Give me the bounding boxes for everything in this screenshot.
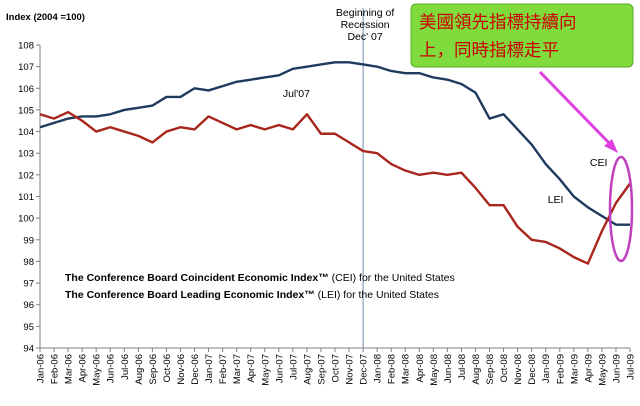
x-tick-label: Sep-07 xyxy=(316,354,327,385)
x-tick-label: Jul-06 xyxy=(120,354,131,380)
x-tick-label: Aug-08 xyxy=(471,354,482,385)
y-tick-label: 103 xyxy=(18,149,34,160)
y-tick-label: 106 xyxy=(18,84,34,95)
x-tick-label: Apr-07 xyxy=(246,354,257,383)
series-line-lei xyxy=(39,110,631,265)
x-tick-label: Mar-07 xyxy=(232,354,243,384)
x-tick-label: Apr-08 xyxy=(415,354,426,383)
callout-background xyxy=(410,3,634,68)
x-tick-label: Aug-07 xyxy=(302,354,313,385)
x-tick-label: Sep-08 xyxy=(485,354,496,385)
x-tick-label: Jul-07 xyxy=(288,354,299,380)
lei-series-label: LEI xyxy=(548,194,564,206)
y-tick-label: 108 xyxy=(18,41,34,52)
y-tick-label: 95 xyxy=(23,322,34,333)
x-tick-label: Jun-08 xyxy=(443,354,454,383)
cei-series-label: CEI xyxy=(590,157,608,169)
lei-note-bold: The Conference Board Leading Economic In… xyxy=(65,289,315,301)
x-tick-label: Apr-09 xyxy=(583,354,594,383)
x-tick-label: Jan-09 xyxy=(541,354,552,383)
x-tick-label: Jan-07 xyxy=(204,354,215,383)
recession-annotation-line: Recession xyxy=(341,19,390,31)
x-tick-labels: Jan-06 Feb-06 Mar-06 Apr-06 May-06 Jun-06 Jul-… xyxy=(36,348,637,386)
x-tick-label: Nov-07 xyxy=(345,354,356,385)
x-tick-label: May-09 xyxy=(597,354,608,386)
y-tick-label: 107 xyxy=(18,62,34,73)
x-tick-label: Feb-09 xyxy=(555,354,566,384)
x-tick-label: Jun-07 xyxy=(274,354,285,383)
x-tick-label: Sep-06 xyxy=(148,354,159,385)
cei-note-bold: The Conference Board Coincident Economic… xyxy=(65,272,329,284)
recession-annotation-line: Beginning of xyxy=(336,7,394,19)
x-tick-label: Jul-09 xyxy=(626,354,637,380)
cei-note-rest: (CEI) for the United States xyxy=(329,272,455,284)
callout-arrowhead xyxy=(604,139,618,153)
y-tick-label: 98 xyxy=(23,257,34,268)
lei-note-rest: (LEI) for the United States xyxy=(315,289,439,301)
cei-description-note: The Conference Board Coincident Economic… xyxy=(65,272,455,284)
x-tick-label: Dec-08 xyxy=(527,354,538,385)
x-tick-label: Mar-09 xyxy=(569,354,580,384)
y-tick-label: 97 xyxy=(23,279,34,290)
x-tick-label: Nov-06 xyxy=(176,354,187,385)
callout-box: 美國領先指標持續向 上，同時指標走平 xyxy=(410,3,634,68)
y-tick-label: 105 xyxy=(18,105,34,116)
lei-description-note: The Conference Board Leading Economic In… xyxy=(65,289,439,301)
series-group xyxy=(39,61,631,265)
y-axis-title: Index (2004 =100) xyxy=(6,12,85,23)
x-tick-label: Oct-06 xyxy=(162,354,173,383)
series-line-cei xyxy=(39,61,630,226)
x-tick-label: May-08 xyxy=(429,354,440,386)
x-tick-label: Dec-07 xyxy=(359,354,370,385)
x-tick-label: Jan-08 xyxy=(373,354,384,383)
x-tick-label: Mar-06 xyxy=(64,354,75,384)
y-tick-label: 99 xyxy=(23,235,34,246)
callout-line-1: 美國領先指標持續向 xyxy=(419,13,577,33)
y-tick-label: 102 xyxy=(18,170,34,181)
x-tick-label: Oct-08 xyxy=(499,354,510,383)
x-tick-label: Dec-06 xyxy=(190,354,201,385)
x-tick-label: Feb-07 xyxy=(218,354,229,384)
y-tick-label: 100 xyxy=(18,214,34,225)
x-tick-label: Feb-06 xyxy=(50,354,61,384)
x-tick-label: Apr-06 xyxy=(78,354,89,383)
x-tick-label: Mar-08 xyxy=(401,354,412,384)
x-tick-label: Feb-08 xyxy=(387,354,398,384)
recession-annotation-line: Dec' 07 xyxy=(347,31,382,43)
y-tick-label: 96 xyxy=(23,300,34,311)
callout-line-2: 上，同時指標走平 xyxy=(419,41,559,61)
x-tick-label: May-06 xyxy=(92,354,103,386)
x-tick-label: Oct-07 xyxy=(331,354,342,383)
x-tick-label: Aug-06 xyxy=(134,354,145,385)
jul07-annotation: Jul'07 xyxy=(283,88,310,100)
y-tick-labels: 94 95 96 97 98 99 100 101 102 103 104 105 106 107 108 xyxy=(18,41,40,355)
x-tick-label: May-07 xyxy=(260,354,271,386)
recession-annotation: Beginning of Recession Dec' 07 xyxy=(336,7,394,43)
y-tick-label: 94 xyxy=(23,344,34,355)
highlight-ellipse xyxy=(608,155,634,263)
y-tick-label: 104 xyxy=(18,127,34,138)
x-tick-label: Jan-06 xyxy=(36,354,47,383)
x-tick-label: Jul-08 xyxy=(457,354,468,380)
x-tick-label: Nov-08 xyxy=(513,354,524,385)
x-tick-label: Jun-06 xyxy=(106,354,117,383)
y-tick-label: 101 xyxy=(18,192,34,203)
callout-arrow xyxy=(538,70,614,148)
x-tick-label: Jun-09 xyxy=(611,354,622,383)
